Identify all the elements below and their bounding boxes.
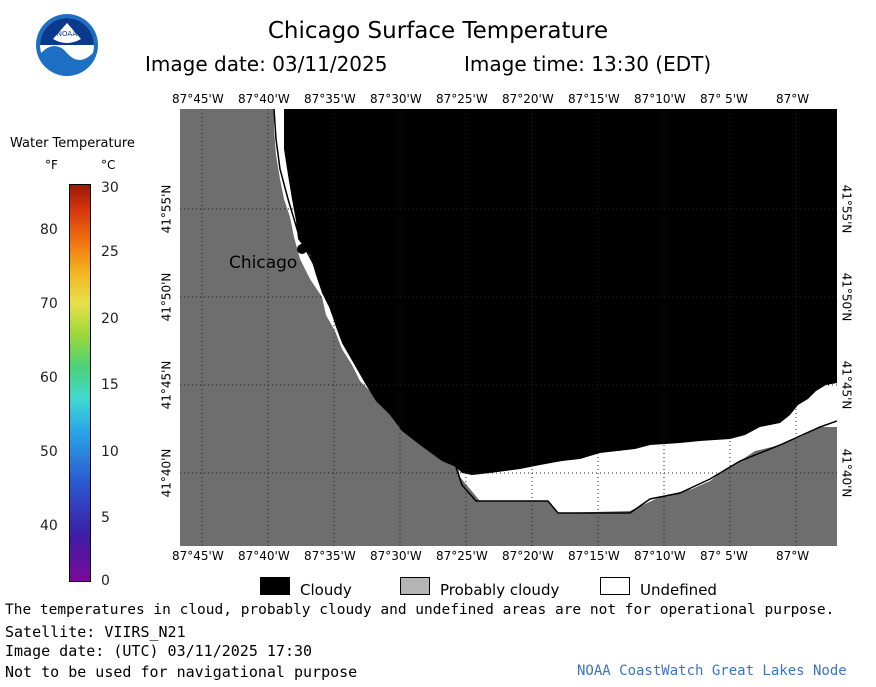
- lon-label: 87°10'W: [634, 92, 686, 106]
- lon-label: 87°45'W: [172, 549, 224, 563]
- f-tick: 60: [40, 370, 58, 386]
- lon-label: 87°15'W: [568, 92, 620, 106]
- lon-label: 87°25'W: [436, 92, 488, 106]
- c-tick: 0: [101, 573, 110, 589]
- f-tick: 40: [40, 518, 58, 534]
- lat-label: 41°55'N: [159, 184, 174, 234]
- lon-label: 87°40'W: [238, 549, 290, 563]
- lon-label: 87°W: [776, 549, 810, 563]
- lat-label: 41°45'N: [839, 360, 854, 410]
- footer-nav-warning: Not to be used for navigational purpose: [5, 663, 358, 681]
- footer-utc-date: Image date: (UTC) 03/11/2025 17:30: [5, 642, 313, 660]
- lat-label: 41°55'N: [839, 184, 854, 234]
- city-label-chicago: Chicago: [229, 253, 298, 273]
- unit-fahrenheit: °F: [45, 158, 58, 172]
- lon-label: 87°30'W: [370, 549, 422, 563]
- lat-label: 41°40'N: [839, 448, 854, 498]
- noaa-logo: NOAA: [36, 14, 98, 76]
- legend-label-cloudy: Cloudy: [300, 581, 352, 599]
- c-tick: 30: [101, 180, 119, 196]
- c-tick: 25: [101, 244, 119, 260]
- lon-label: 87°45'W: [172, 92, 224, 106]
- lon-label: 87°W: [776, 92, 810, 106]
- legend-swatch-cloudy: [260, 577, 290, 595]
- image-date: Image date: 03/11/2025: [145, 52, 388, 76]
- lat-label: 41°45'N: [159, 360, 174, 410]
- lon-label: 87°25'W: [436, 549, 488, 563]
- legend-swatch-probably-cloudy: [400, 577, 430, 595]
- footer-disclaimer: The temperatures in cloud, probably clou…: [5, 602, 835, 618]
- lon-label: 87°30'W: [370, 92, 422, 106]
- lon-label: 87°10'W: [634, 549, 686, 563]
- lon-label: 87° 5'W: [700, 92, 748, 106]
- temperature-colorbar: [69, 184, 91, 582]
- footer-credit: NOAA CoastWatch Great Lakes Node: [577, 663, 847, 679]
- svg-text:NOAA: NOAA: [57, 30, 78, 38]
- cloudy-area: [284, 109, 837, 475]
- f-tick: 70: [40, 296, 58, 312]
- chicago-marker: [297, 244, 307, 254]
- lon-label: 87° 5'W: [700, 549, 748, 563]
- graticule: [180, 109, 837, 546]
- f-tick: 50: [40, 444, 58, 460]
- legend-label-probably-cloudy: Probably cloudy: [440, 581, 560, 599]
- lon-label: 87°20'W: [502, 549, 554, 563]
- page-title: Chicago Surface Temperature: [267, 18, 609, 44]
- lon-label: 87°35'W: [304, 92, 356, 106]
- lon-label: 87°40'W: [238, 92, 290, 106]
- lat-label: 41°50'N: [839, 272, 854, 322]
- legend-label-undefined: Undefined: [640, 581, 717, 599]
- lat-label: 41°40'N: [159, 448, 174, 498]
- footer-satellite: Satellite: VIIRS_N21: [5, 623, 186, 641]
- c-tick: 20: [101, 311, 119, 327]
- c-tick: 5: [101, 510, 110, 526]
- lat-label: 41°50'N: [159, 272, 174, 322]
- f-tick: 80: [40, 222, 58, 238]
- c-tick: 10: [101, 444, 119, 460]
- map-panel: [180, 109, 837, 546]
- lon-label: 87°15'W: [568, 549, 620, 563]
- lon-label: 87°20'W: [502, 92, 554, 106]
- lon-label: 87°35'W: [304, 549, 356, 563]
- image-time: Image time: 13:30 (EDT): [464, 52, 712, 76]
- legend-swatch-undefined: [600, 577, 630, 595]
- unit-celsius: °C: [101, 158, 116, 172]
- c-tick: 15: [101, 377, 119, 393]
- scale-title: Water Temperature: [10, 136, 135, 151]
